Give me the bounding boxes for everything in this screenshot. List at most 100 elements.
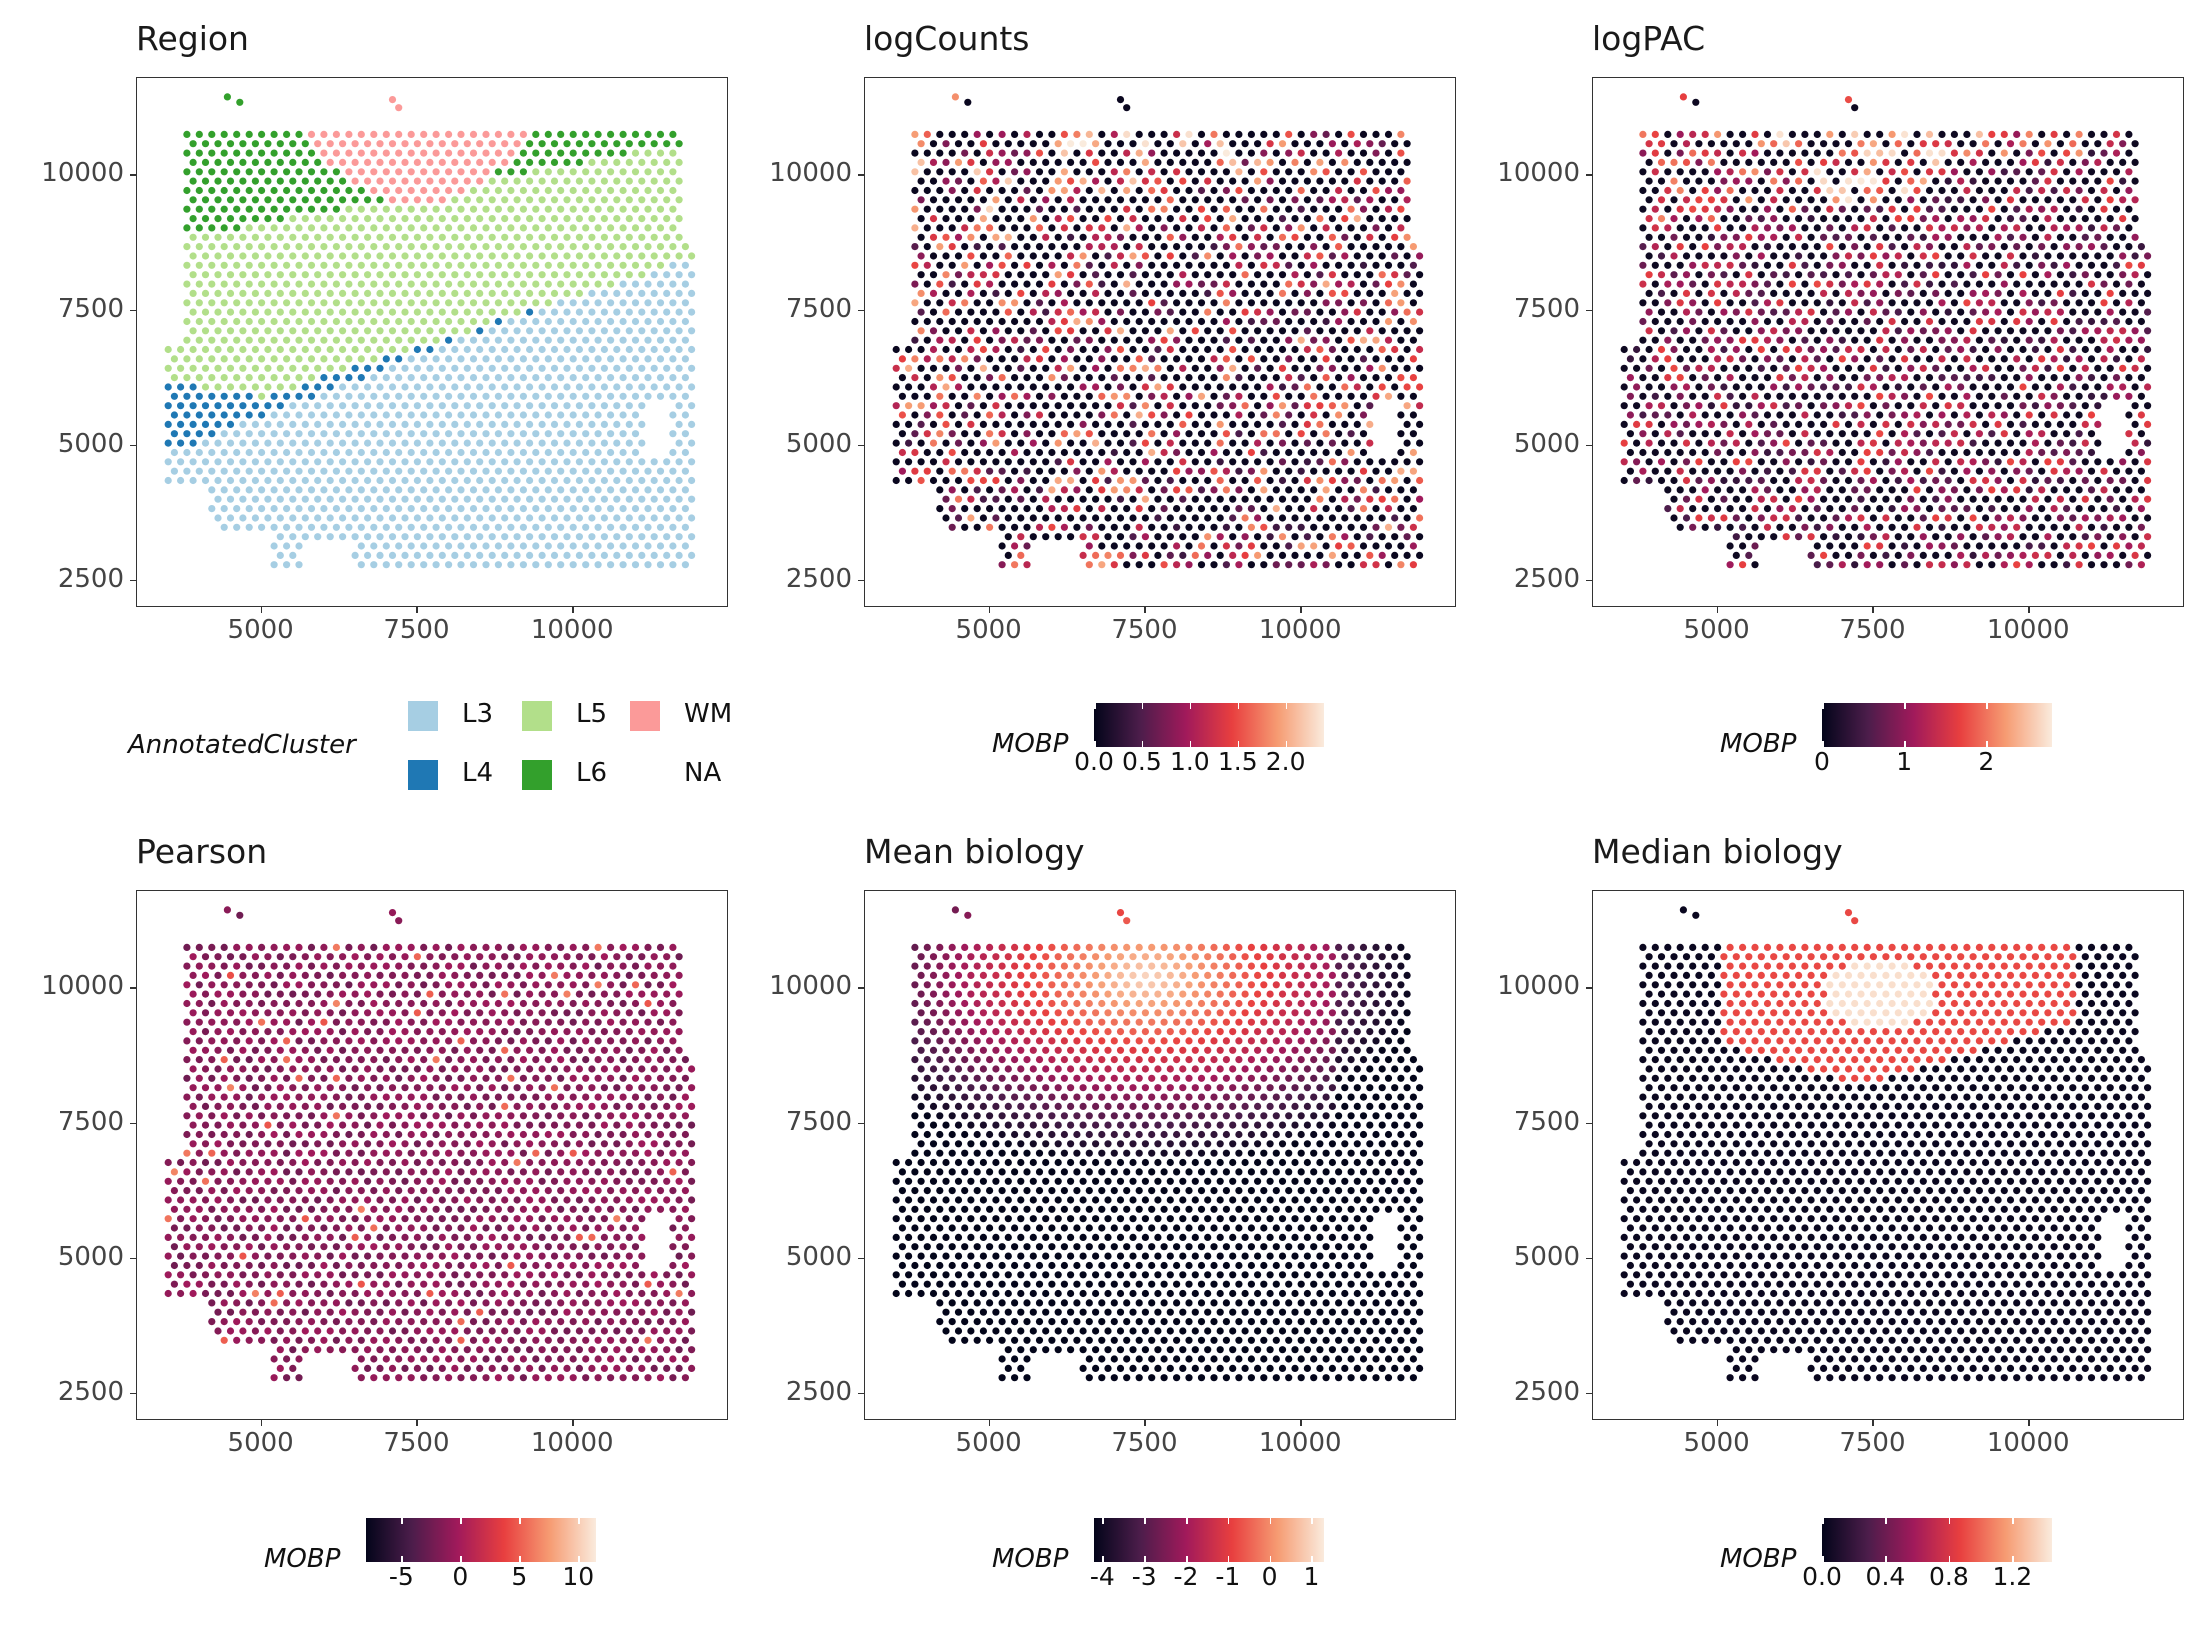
spot: [1092, 439, 1100, 447]
spot: [1925, 448, 1934, 457]
spot: [1901, 448, 1909, 457]
spot: [1701, 317, 1709, 326]
spot: [326, 533, 334, 541]
spot: [1335, 224, 1343, 232]
spot: [538, 495, 546, 503]
spot: [1745, 514, 1753, 522]
spot: [1278, 476, 1287, 485]
spot: [420, 392, 428, 400]
spot: [1620, 364, 1628, 372]
spot: [1129, 327, 1137, 335]
spot: [264, 215, 272, 223]
spot: [326, 345, 334, 354]
spot: [1857, 308, 1865, 316]
spot: [395, 336, 403, 344]
spot: [1378, 233, 1386, 241]
spot: [688, 495, 696, 503]
spot: [326, 158, 334, 166]
spot: [1832, 439, 1840, 447]
spot: [1359, 355, 1368, 363]
spot: [1353, 345, 1361, 354]
spot: [189, 364, 197, 372]
spot: [2056, 420, 2064, 428]
spot: [258, 186, 266, 195]
spot: [1216, 364, 1224, 372]
spot: [519, 205, 527, 213]
spot: [1222, 374, 1230, 382]
spot: [1341, 215, 1349, 223]
spot: [220, 149, 228, 157]
spot: [1235, 168, 1243, 176]
spot: [351, 289, 359, 297]
spot: [1907, 476, 1915, 485]
spot: [2000, 430, 2008, 438]
spot: [223, 93, 231, 101]
spot: [954, 233, 963, 241]
spot: [289, 364, 297, 372]
spot: [1042, 476, 1050, 485]
spot: [494, 467, 502, 475]
spot: [1216, 514, 1224, 522]
spot: [1011, 149, 1019, 157]
spot: [1676, 430, 1684, 438]
spot: [1397, 280, 1405, 288]
spot: [1384, 355, 1393, 363]
spot: [1023, 374, 1031, 382]
spot: [1104, 514, 1112, 522]
spot: [2087, 392, 2096, 400]
spot: [1204, 495, 1212, 503]
spot: [1322, 448, 1330, 457]
spot: [979, 215, 987, 223]
spot: [283, 374, 291, 382]
spot: [1322, 243, 1330, 251]
spot: [1876, 505, 1884, 513]
spot: [917, 439, 925, 447]
spot: [1919, 383, 1927, 391]
spot: [1720, 308, 1728, 316]
spot: [2025, 355, 2033, 363]
spot: [1266, 458, 1274, 466]
spot: [1757, 420, 1765, 428]
x-tick-mark: [1144, 607, 1146, 613]
spot: [1297, 224, 1305, 232]
spot: [239, 215, 247, 223]
spot: [1788, 411, 1796, 419]
spot: [332, 280, 340, 288]
spot: [251, 476, 259, 485]
spot: [1932, 439, 1940, 447]
spot: [482, 149, 490, 157]
spot: [2069, 495, 2077, 503]
spot: [967, 439, 975, 447]
spot: [1048, 317, 1056, 326]
spot: [619, 448, 627, 457]
spot: [1944, 420, 1952, 428]
spot: [631, 149, 640, 157]
spot: [619, 336, 627, 344]
spot: [569, 168, 577, 176]
spot: [1876, 523, 1884, 531]
spot: [1185, 168, 1193, 176]
spot: [501, 252, 509, 260]
spot: [544, 467, 552, 475]
spot: [1104, 215, 1112, 223]
spot: [226, 476, 235, 485]
spot: [289, 158, 297, 166]
spot: [189, 420, 197, 428]
spot: [476, 327, 484, 335]
spot: [1403, 420, 1411, 428]
spot: [1073, 280, 1081, 288]
spot: [1260, 392, 1268, 400]
spot: [942, 420, 950, 428]
spot: [488, 308, 496, 316]
spot: [582, 505, 590, 513]
spot: [1384, 374, 1393, 382]
spot: [2137, 374, 2145, 382]
spot: [451, 420, 459, 428]
spot: [607, 542, 615, 550]
spot: [239, 420, 247, 428]
spot: [1851, 411, 1859, 419]
spot: [1229, 327, 1237, 335]
spot: [476, 533, 484, 541]
spot: [1788, 392, 1796, 400]
spot: [1328, 533, 1336, 541]
